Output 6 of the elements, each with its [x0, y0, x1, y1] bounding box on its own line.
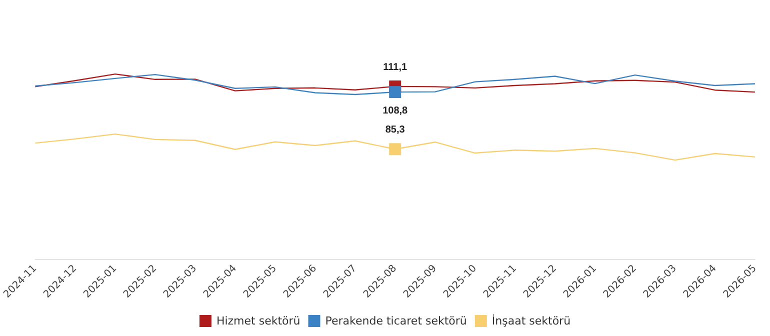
data-label: 111,1: [383, 62, 408, 73]
legend-label: Hizmet sektörü: [216, 314, 300, 328]
data-label: 108,8: [382, 106, 408, 117]
legend-label: Perakende ticaret sektörü: [325, 314, 467, 328]
legend-label: İnşaat sektörü: [492, 314, 571, 328]
data-label: 85,3: [385, 124, 406, 136]
